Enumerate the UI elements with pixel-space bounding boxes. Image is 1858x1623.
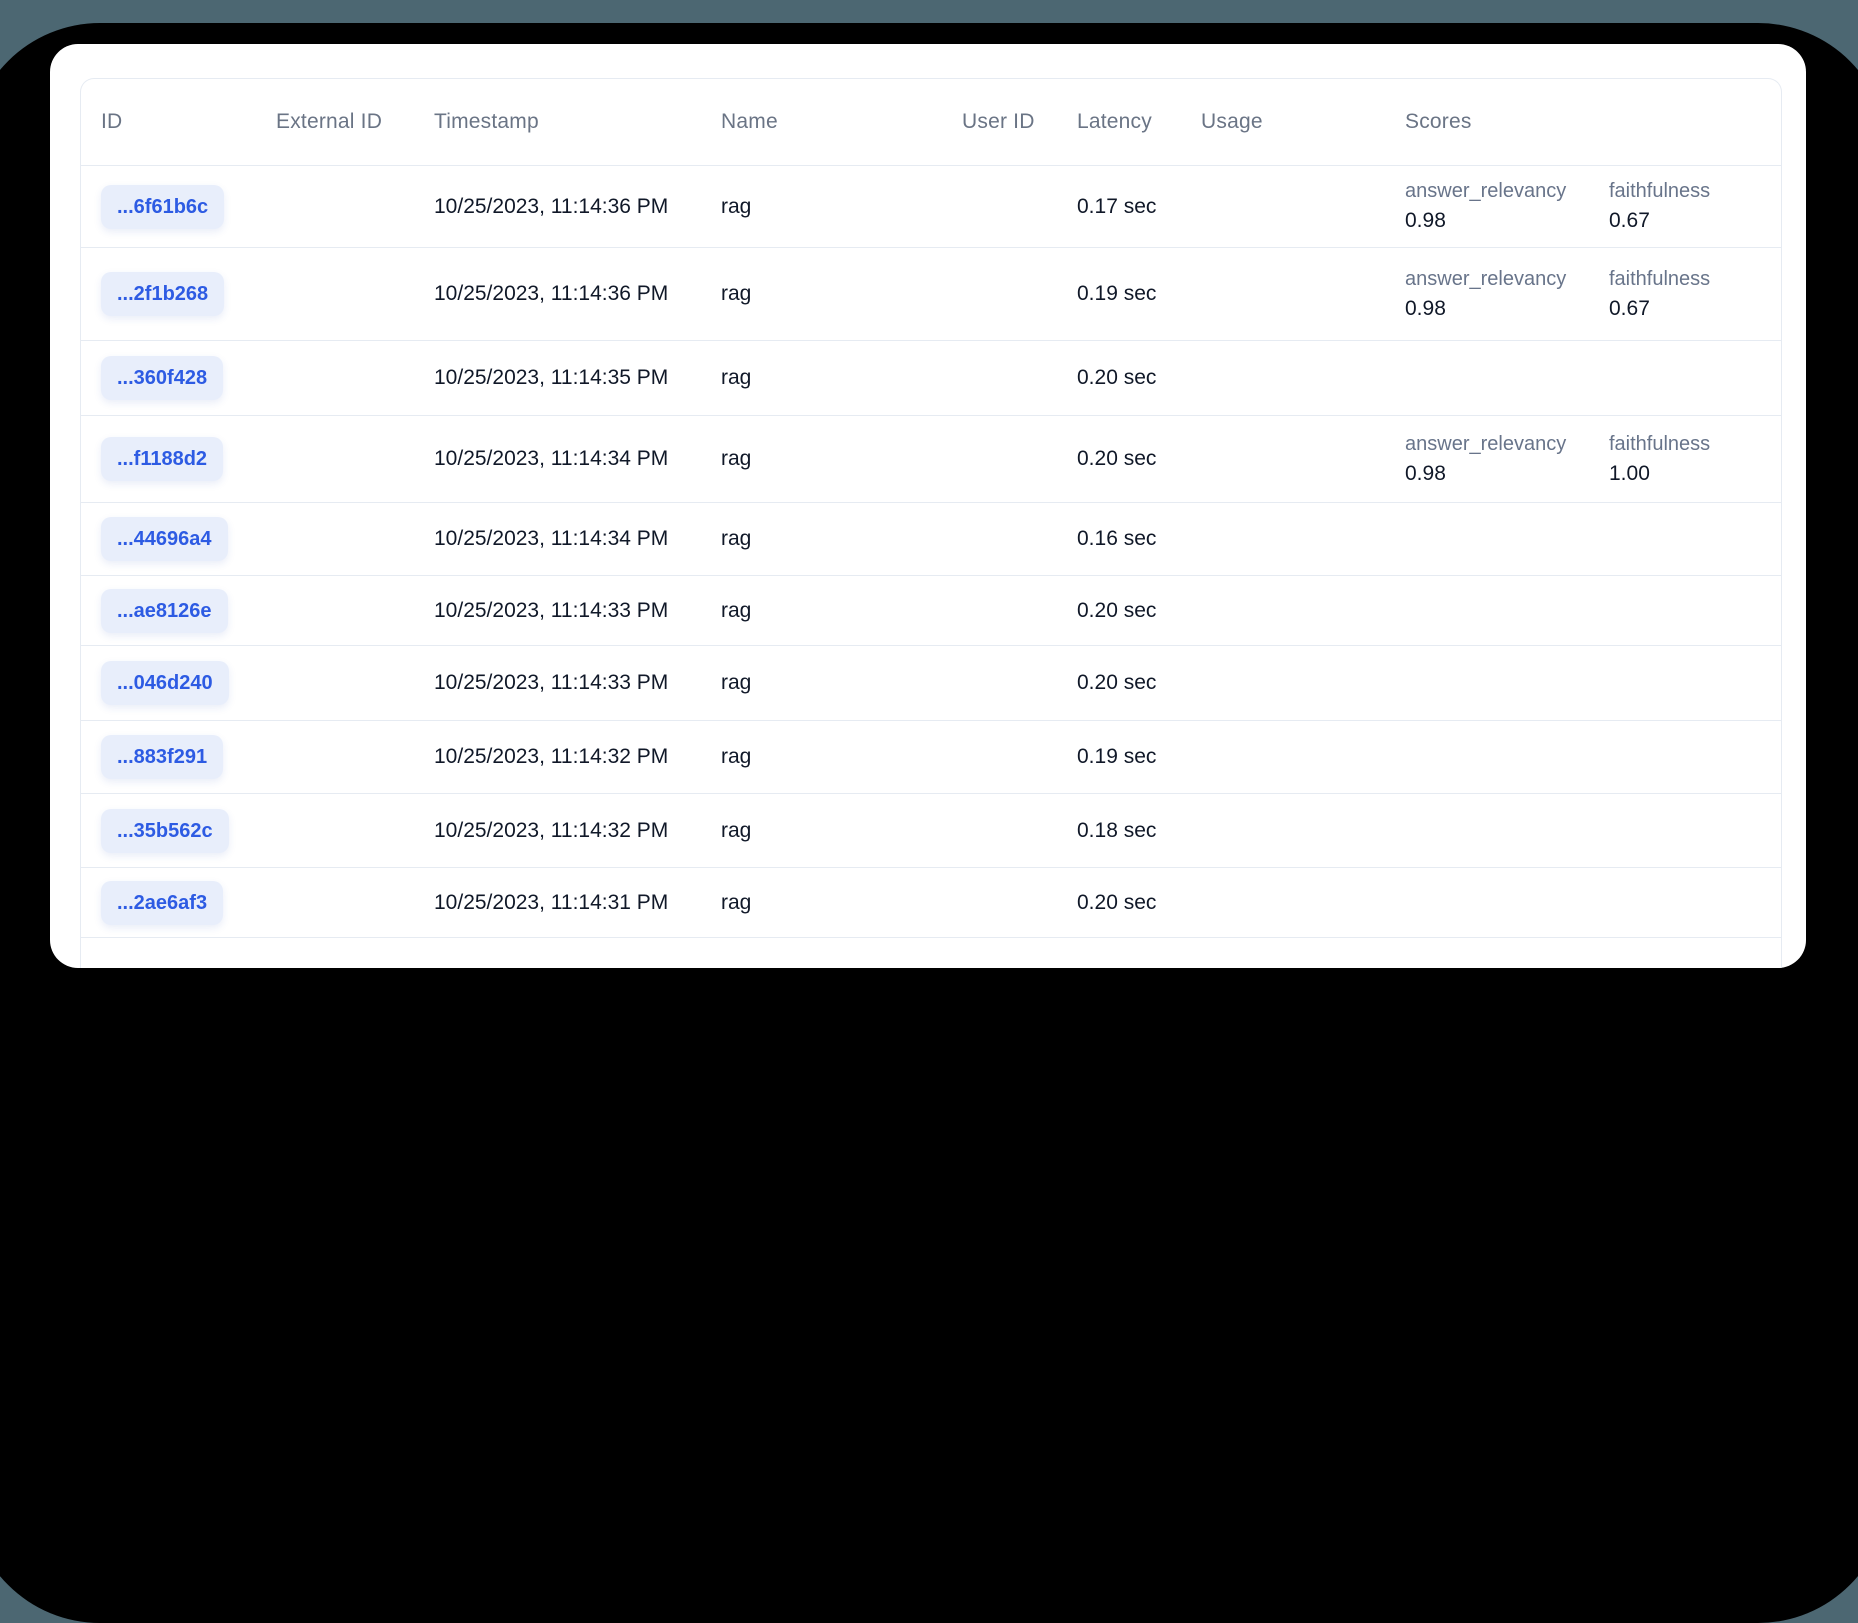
score-name: faithfulness	[1609, 180, 1711, 203]
table-row: ...ae8126e 10/25/2023, 11:14:33 PM rag 0…	[81, 576, 1781, 646]
timestamp-cell: 10/25/2023, 11:14:32 PM	[434, 745, 669, 768]
trace-id-cell: ...2ae6af3	[101, 880, 276, 925]
name-cell: rag	[721, 818, 752, 842]
name-cell: rag	[721, 890, 752, 914]
timestamp-cell: 10/25/2023, 11:14:35 PM	[434, 366, 669, 389]
score-item: faithfulness 0.67	[1609, 179, 1710, 233]
table-row: ...35b562c 10/25/2023, 11:14:32 PM rag 0…	[81, 794, 1781, 868]
column-header-external-id: External ID	[276, 110, 383, 133]
trace-id-link[interactable]: ...046d240	[101, 661, 229, 705]
timestamp-cell: 10/25/2023, 11:14:31 PM	[434, 890, 669, 914]
trace-id-cell: ...35b562c	[101, 808, 276, 853]
name-cell: rag	[721, 745, 752, 768]
timestamp-cell: 10/25/2023, 11:14:33 PM	[434, 671, 669, 694]
name-cell: rag	[721, 366, 752, 389]
column-header-timestamp: Timestamp	[434, 110, 539, 133]
column-header-usage: Usage	[1201, 110, 1263, 133]
timestamp-cell: 10/25/2023, 11:14:34 PM	[434, 527, 669, 550]
trace-id-link[interactable]: ...35b562c	[101, 808, 229, 853]
trace-id-cell: ...ae8126e	[101, 588, 276, 633]
trace-id-cell: ...2f1b268	[101, 272, 276, 316]
traces-card: ID External ID Timestamp Name User ID La…	[50, 44, 1806, 968]
column-header-user-id: User ID	[962, 110, 1035, 133]
trace-id-link[interactable]: ...2ae6af3	[101, 880, 224, 925]
latency-cell: 0.20 sec	[1077, 366, 1157, 389]
table-row: ...883f291 10/25/2023, 11:14:32 PM rag 0…	[81, 721, 1781, 794]
trace-id-link[interactable]: ...6f61b6c	[101, 184, 225, 229]
scores-cell: answer_relevancy 0.98 faithfulness 1.00	[1405, 432, 1781, 486]
trace-id-link[interactable]: ...883f291	[101, 735, 224, 779]
trace-id-cell: ...6f61b6c	[101, 184, 276, 229]
column-header-latency: Latency	[1077, 110, 1152, 133]
name-cell: rag	[721, 527, 752, 550]
score-name: faithfulness	[1609, 267, 1711, 290]
column-header-scores: Scores	[1405, 110, 1472, 133]
name-cell: rag	[721, 282, 752, 305]
table-row: ...2f1b268 10/25/2023, 11:14:36 PM rag 0…	[81, 248, 1781, 341]
name-cell: rag	[721, 447, 752, 470]
column-header-id: ID	[101, 110, 123, 133]
trace-id-cell: ...44696a4	[101, 517, 276, 561]
table-header-row: ID External ID Timestamp Name User ID La…	[81, 79, 1781, 166]
trace-id-link[interactable]: ...44696a4	[101, 517, 228, 561]
latency-cell: 0.20 sec	[1077, 447, 1157, 470]
timestamp-cell: 10/25/2023, 11:14:36 PM	[434, 194, 669, 218]
table-row: ...046d240 10/25/2023, 11:14:33 PM rag 0…	[81, 646, 1781, 721]
table-row: ...6f61b6c 10/25/2023, 11:14:36 PM rag 0…	[81, 166, 1781, 248]
trace-id-link[interactable]: ...2f1b268	[101, 272, 225, 316]
latency-cell: 0.17 sec	[1077, 194, 1157, 218]
trace-id-cell: ...f1188d2	[101, 437, 276, 481]
timestamp-cell: 10/25/2023, 11:14:32 PM	[434, 818, 669, 842]
latency-cell: 0.19 sec	[1077, 282, 1157, 305]
name-cell: rag	[721, 194, 752, 218]
score-value: 0.98	[1405, 461, 1446, 485]
score-item: faithfulness 1.00	[1609, 432, 1710, 486]
score-value: 0.98	[1405, 296, 1446, 320]
score-name: faithfulness	[1609, 432, 1711, 455]
table-row: ...360f428 10/25/2023, 11:14:35 PM rag 0…	[81, 341, 1781, 416]
score-item: answer_relevancy 0.98	[1405, 179, 1609, 233]
latency-cell: 0.20 sec	[1077, 598, 1157, 622]
latency-cell: 0.20 sec	[1077, 671, 1157, 694]
table-row: ...44696a4 10/25/2023, 11:14:34 PM rag 0…	[81, 503, 1781, 576]
trace-id-cell: ...883f291	[101, 735, 276, 779]
score-value: 0.67	[1609, 296, 1650, 320]
score-name: answer_relevancy	[1405, 267, 1567, 290]
latency-cell: 0.20 sec	[1077, 890, 1157, 914]
score-name: answer_relevancy	[1405, 180, 1567, 203]
latency-cell: 0.16 sec	[1077, 527, 1157, 550]
table-row: ...2ae6af3 10/25/2023, 11:14:31 PM rag 0…	[81, 868, 1781, 938]
trace-id-link[interactable]: ...360f428	[101, 356, 224, 400]
trace-id-link[interactable]: ...f1188d2	[101, 437, 224, 481]
trace-id-cell: ...360f428	[101, 356, 276, 400]
scores-cell: answer_relevancy 0.98 faithfulness 0.67	[1405, 179, 1781, 233]
timestamp-cell: 10/25/2023, 11:14:33 PM	[434, 598, 669, 622]
column-header-name: Name	[721, 110, 778, 133]
scores-cell: answer_relevancy 0.98 faithfulness 0.67	[1405, 267, 1781, 321]
score-name: answer_relevancy	[1405, 432, 1567, 455]
latency-cell: 0.18 sec	[1077, 818, 1157, 842]
score-item: answer_relevancy 0.98	[1405, 267, 1609, 321]
name-cell: rag	[721, 598, 752, 622]
trace-id-link[interactable]: ...ae8126e	[101, 588, 228, 633]
trace-id-cell: ...046d240	[101, 661, 276, 705]
score-value: 0.98	[1405, 209, 1446, 233]
latency-cell: 0.19 sec	[1077, 745, 1157, 768]
score-value: 0.67	[1609, 209, 1650, 233]
timestamp-cell: 10/25/2023, 11:14:34 PM	[434, 447, 669, 470]
table-row: ...f1188d2 10/25/2023, 11:14:34 PM rag 0…	[81, 416, 1781, 503]
traces-table: ID External ID Timestamp Name User ID La…	[80, 78, 1782, 968]
score-value: 1.00	[1609, 461, 1650, 485]
timestamp-cell: 10/25/2023, 11:14:36 PM	[434, 282, 669, 305]
score-item: answer_relevancy 0.98	[1405, 432, 1609, 486]
score-item: faithfulness 0.67	[1609, 267, 1710, 321]
name-cell: rag	[721, 671, 752, 694]
